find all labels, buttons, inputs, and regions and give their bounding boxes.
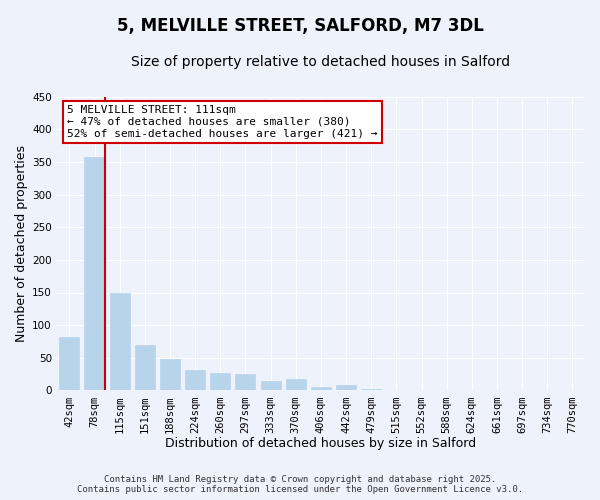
X-axis label: Distribution of detached houses by size in Salford: Distribution of detached houses by size … [166, 437, 476, 450]
Bar [85, 156, 104, 390]
Bar [210, 374, 230, 390]
Bar [235, 374, 256, 390]
Bar [286, 380, 306, 390]
Y-axis label: Number of detached properties: Number of detached properties [15, 145, 28, 342]
Bar [260, 382, 281, 390]
Title: Size of property relative to detached houses in Salford: Size of property relative to detached ho… [131, 55, 511, 69]
Bar [185, 370, 205, 390]
Bar [110, 292, 130, 390]
Bar [59, 337, 79, 390]
Bar [361, 389, 381, 390]
Bar [135, 345, 155, 391]
Bar [160, 359, 180, 390]
Text: 5, MELVILLE STREET, SALFORD, M7 3DL: 5, MELVILLE STREET, SALFORD, M7 3DL [116, 18, 484, 36]
Text: Contains HM Land Registry data © Crown copyright and database right 2025.
Contai: Contains HM Land Registry data © Crown c… [77, 474, 523, 494]
Text: 5 MELVILLE STREET: 111sqm
← 47% of detached houses are smaller (380)
52% of semi: 5 MELVILLE STREET: 111sqm ← 47% of detac… [67, 106, 378, 138]
Bar [311, 387, 331, 390]
Bar [336, 385, 356, 390]
